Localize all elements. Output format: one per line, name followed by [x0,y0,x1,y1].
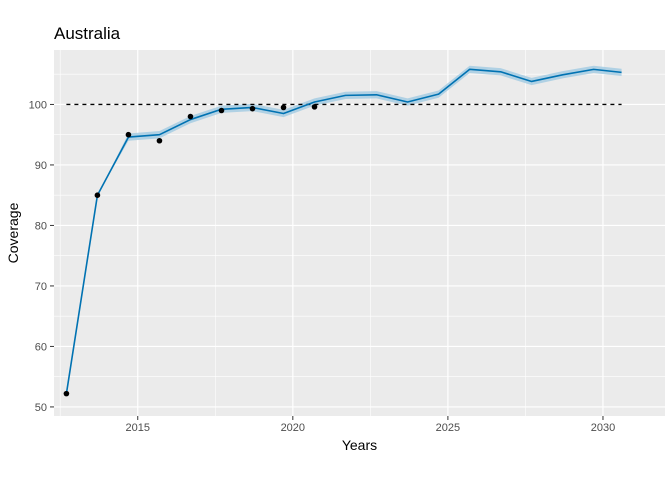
chart-title: Australia [54,24,121,43]
observed-point [249,105,256,112]
plot-panel [54,50,665,416]
observed-point [218,107,225,114]
x-axis: 2015 2020 2025 2030 [125,416,615,434]
y-tick-label: 90 [35,160,47,172]
x-axis-title: Years [342,437,377,453]
y-tick-label: 80 [35,220,47,232]
y-axis-title: Coverage [5,202,21,263]
x-tick-label: 2015 [125,422,149,434]
observed-point [94,192,101,198]
y-tick-label: 70 [35,281,47,293]
x-tick-label: 2025 [436,422,460,434]
observed-points-layer [63,104,318,397]
fitted-line [65,68,622,394]
observed-point [280,104,287,111]
fitted-line-layer [65,68,622,394]
y-tick-label: 60 [35,341,47,353]
y-tick-label: 100 [29,99,47,111]
observed-point [125,131,132,138]
minor-gridlines [54,50,665,416]
y-axis: 50 60 70 80 90 100 [29,99,54,414]
y-tick-label: 50 [35,402,47,414]
observed-point [187,113,194,120]
x-tick-label: 2020 [281,422,305,434]
observed-point [311,104,318,110]
major-gridlines [54,50,665,416]
observed-point [156,137,163,144]
x-tick-label: 2030 [591,422,615,434]
observed-point [63,390,70,397]
